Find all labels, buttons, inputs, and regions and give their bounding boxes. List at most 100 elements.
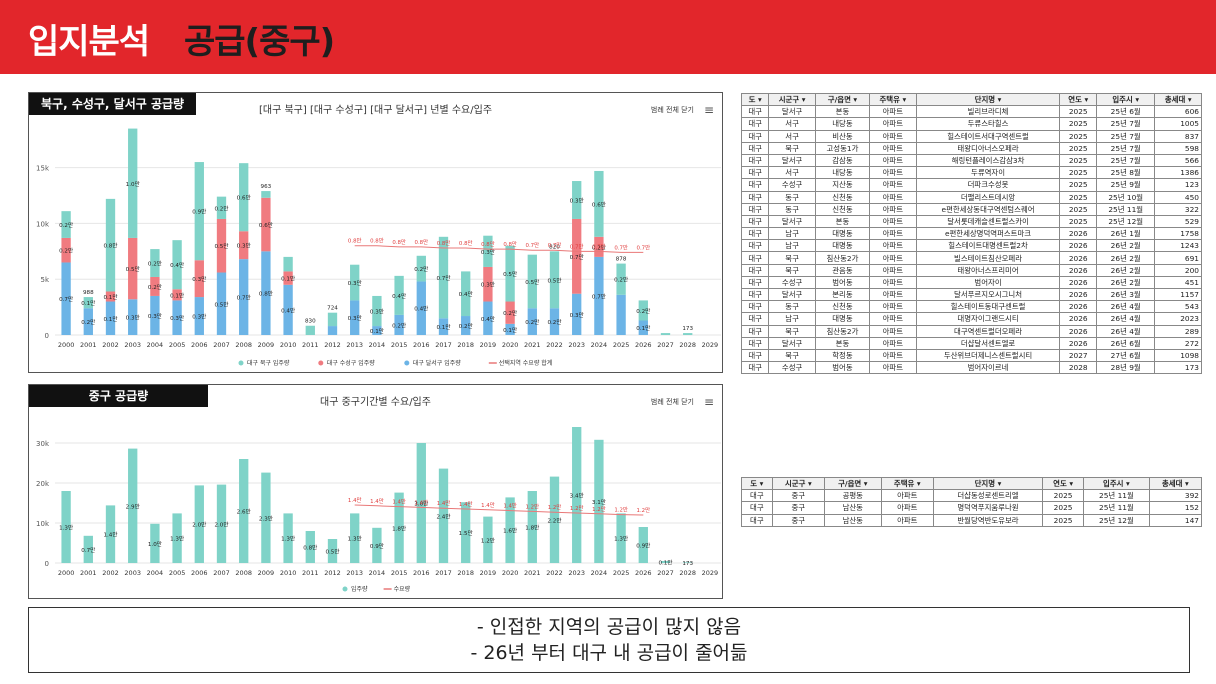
bar-data-label: 0.1만	[658, 559, 672, 567]
bar	[483, 301, 493, 335]
bar-data-label: 0.4만	[170, 261, 184, 269]
bar	[261, 191, 271, 198]
column-header[interactable]: 도 ▾	[741, 476, 773, 491]
bar-total-label: 963	[261, 184, 272, 190]
bar	[527, 308, 537, 335]
bar-data-label: 0.3만	[348, 314, 362, 322]
table-cell: 동구	[768, 300, 816, 314]
demand-data-label: 0.8만	[348, 237, 362, 245]
column-header[interactable]: 입주시 ▾	[1083, 476, 1150, 491]
x-tick-label: 2014	[369, 569, 386, 577]
table-cell: 아파트	[869, 287, 917, 302]
bar-data-label: 2.3만	[259, 514, 273, 522]
table-cell: 25년 10월	[1095, 190, 1156, 204]
table-cell: 26년 2월	[1095, 239, 1156, 253]
chart1-legend-toggle-button[interactable]: 범례 전체 닫기	[650, 106, 694, 114]
bar	[683, 562, 693, 563]
x-tick-label: 2020	[502, 341, 519, 349]
y-tick-label: 15k	[36, 165, 50, 173]
table-cell: 힐스테이트동대구센트럴	[915, 300, 1061, 314]
bar-data-label: 0.5만	[525, 278, 539, 286]
column-header[interactable]: 주택유 ▾	[869, 92, 917, 107]
x-tick-label: 2026	[635, 569, 652, 577]
demand-data-label: 0.7만	[570, 242, 584, 250]
column-header[interactable]: 총세대 ▾	[1154, 92, 1202, 107]
column-header[interactable]: 단지명 ▾	[932, 476, 1044, 491]
table-cell: 대구	[740, 178, 770, 192]
table-cell: 아파트	[880, 501, 934, 515]
bar-total-label: 878	[616, 257, 627, 263]
table-cell: 대구	[740, 239, 770, 253]
demand-line	[354, 245, 644, 253]
table-cell: 2025	[1059, 117, 1097, 131]
x-tick-label: 2029	[702, 569, 719, 577]
bar	[660, 561, 671, 563]
bar-data-label: 0.4만	[281, 306, 295, 314]
bar-data-label: 0.6만	[259, 221, 273, 229]
bar	[61, 237, 71, 263]
bar-data-label: 0.2만	[59, 221, 73, 229]
x-tick-label: 2003	[124, 341, 141, 349]
demand-data-label: 0.8만	[481, 240, 495, 248]
column-header[interactable]: 연도 ▾	[1042, 476, 1085, 491]
x-tick-label: 2011	[302, 341, 319, 349]
demand-data-label: 0.7만	[637, 243, 651, 251]
table-cell: 2026	[1059, 324, 1097, 338]
column-header[interactable]: 시군구 ▾	[771, 476, 825, 491]
table-cell: 아파트	[869, 336, 917, 350]
table-cell: 대구	[741, 513, 773, 527]
table-row: 대구 달서구 본동 아파트 빌리브라디체 2025 25년 6월 606	[740, 105, 1202, 119]
bar-data-label: 0.2만	[214, 204, 228, 212]
chart2-menu-icon[interactable]: ≡	[703, 395, 714, 409]
column-header[interactable]: 주택유 ▾	[880, 476, 934, 491]
x-tick-label: 2024	[591, 569, 608, 577]
table-cell: 2026	[1059, 251, 1097, 265]
table-cell: 152	[1148, 501, 1203, 515]
bar	[327, 539, 338, 563]
table-cell: 남산동	[823, 501, 882, 515]
table-cell: 범어동	[814, 361, 871, 375]
bar-data-label: 3.4만	[570, 492, 584, 500]
table-cell: 26년 2월	[1095, 251, 1156, 265]
y-tick-label: 0	[45, 332, 49, 340]
column-header[interactable]: 시군구 ▾	[768, 92, 816, 107]
chart1-menu-icon[interactable]: ≡	[703, 103, 714, 117]
table-cell: 26년 2월	[1095, 263, 1156, 277]
column-header[interactable]: 연도 ▾	[1059, 92, 1097, 107]
demand-data-label: 1.4만	[392, 498, 406, 506]
chart2-legend-toggle-button[interactable]: 범례 전체 닫기	[650, 398, 694, 406]
bar-total-label: 724	[327, 306, 338, 312]
table-cell: 범어자이르네	[915, 361, 1061, 375]
column-header[interactable]: 입주시 ▾	[1095, 92, 1156, 107]
x-tick-label: 2027	[657, 341, 674, 349]
table-cell: 아파트	[869, 117, 917, 131]
table-cell: 2026	[1059, 287, 1097, 302]
table-cell: 대구	[740, 287, 770, 302]
bar	[172, 240, 182, 290]
table-cell: 고성동1가	[814, 141, 871, 155]
column-header[interactable]: 구/읍면 ▾	[814, 92, 871, 107]
legend-item: 대구 달서구 입주량	[413, 359, 461, 367]
column-header[interactable]: 구/읍면 ▾	[823, 476, 882, 491]
bar	[572, 427, 582, 563]
column-header[interactable]: 총세대 ▾	[1148, 476, 1203, 491]
bar	[283, 284, 293, 335]
table-cell: 2026	[1059, 312, 1097, 326]
table-cell: 두류역자이	[915, 166, 1061, 180]
bar-data-label: 0.5만	[547, 276, 561, 284]
y-tick-label: 10k	[36, 220, 50, 228]
bar	[194, 297, 204, 335]
table-cell: 수성구	[768, 178, 816, 192]
x-tick-label: 2028	[679, 569, 696, 577]
x-tick-label: 2013	[346, 341, 363, 349]
bar-data-label: 0.2만	[614, 276, 628, 284]
table-cell: 대구	[740, 336, 770, 350]
demand-data-label: 0.8만	[437, 239, 451, 247]
table-cell: 25년 7월	[1095, 153, 1156, 168]
header-bar: 입지분석 공급(중구)	[0, 0, 1216, 74]
bar	[105, 301, 116, 335]
column-header[interactable]: 도 ▾	[740, 92, 770, 107]
table-row: 대구 북구 학정동 아파트 두산위브더제니스센트럴시티 2027 27년 6월 1098	[740, 348, 1202, 363]
column-header[interactable]: 단지명 ▾	[915, 92, 1061, 107]
legend-item: 수요량	[394, 586, 411, 593]
